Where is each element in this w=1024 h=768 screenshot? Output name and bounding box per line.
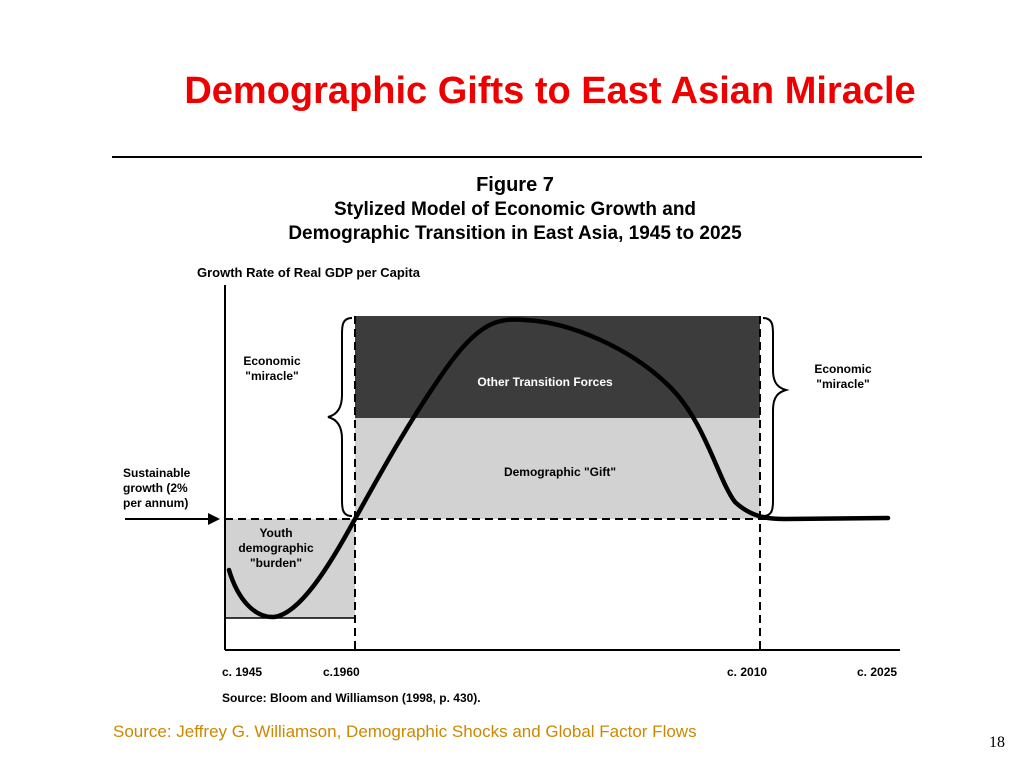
x-tick-1960: c.1960 — [323, 665, 360, 679]
left-brace — [327, 317, 353, 517]
x-tick-1945: c. 1945 — [222, 665, 262, 679]
miracle-left-line-1: Economic — [243, 354, 301, 368]
sustainable-line-1: Sustainable — [123, 466, 191, 480]
other-forces-region — [355, 316, 760, 418]
figure-number: Figure 7 — [476, 174, 554, 196]
demographic-gift-label: Demographic "Gift" — [504, 465, 616, 479]
youth-burden-line-2: demographic — [238, 541, 314, 555]
miracle-right-line-2: "miracle" — [816, 377, 869, 391]
title-divider — [112, 156, 922, 158]
youth-burden-line-1: Youth — [259, 526, 292, 540]
sustainable-line-3: per annum) — [123, 496, 188, 510]
sustainable-line-2: growth (2% — [123, 481, 188, 495]
youth-burden-line-3: "burden" — [250, 556, 302, 570]
x-tick-2010: c. 2010 — [727, 665, 767, 679]
miracle-left-line-2: "miracle" — [245, 369, 298, 383]
growth-curve — [226, 317, 891, 620]
x-tick-2025: c. 2025 — [857, 665, 897, 679]
right-brace — [762, 317, 790, 517]
miracle-right-line-1: Economic — [814, 362, 872, 376]
sustainable-arrow-head — [208, 513, 220, 525]
page-number: 18 — [989, 734, 1005, 751]
other-forces-label: Other Transition Forces — [477, 375, 613, 389]
figure-title-line-1: Stylized Model of Economic Growth and — [333, 199, 697, 220]
y-axis-label: Growth Rate of Real GDP per Capita — [197, 265, 421, 280]
demographic-gift-region — [355, 418, 760, 519]
source-footer: Source: Jeffrey G. Williamson, Demograph… — [113, 722, 697, 741]
slide-title: Demographic Gifts to East Asian Miracle — [184, 70, 916, 112]
figure-citation: Source: Bloom and Williamson (1998, p. 4… — [222, 691, 481, 705]
figure-title-line-2: Demographic Transition in East Asia, 194… — [288, 223, 742, 244]
